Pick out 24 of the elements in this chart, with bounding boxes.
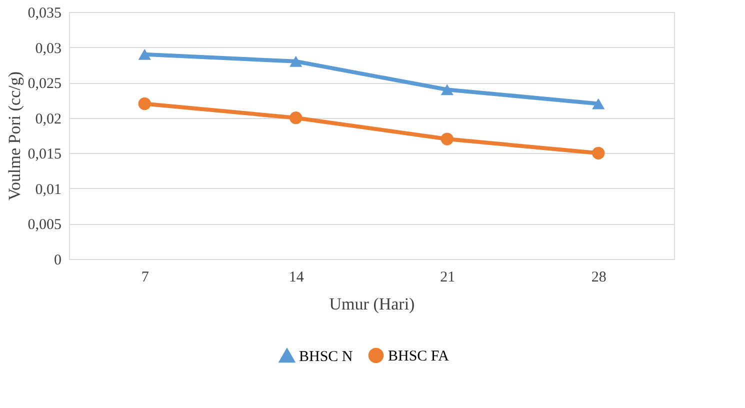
legend-label: BHSC FA [388, 348, 450, 364]
y-tick-label: 0,01 [35, 182, 62, 198]
point [592, 98, 605, 110]
point [290, 112, 302, 124]
point [592, 146, 605, 160]
y-tick-label: 0,03 [35, 40, 62, 57]
y-axis-title: Voulme Pori (cc/g) [4, 71, 24, 201]
legend-label: BHSC N [299, 348, 353, 365]
point [290, 56, 302, 67]
y-tick-label: 0,005 [28, 217, 62, 234]
x-axis-title: Umur (Hari) [329, 294, 415, 314]
point [440, 84, 454, 96]
point [138, 48, 151, 60]
y-tick-label: 0,025 [28, 76, 62, 92]
point [138, 97, 151, 110]
point [440, 132, 454, 146]
y-tick-label: 0,015 [28, 146, 62, 163]
y-tick-label: 0 [54, 252, 62, 268]
y-tick-label: 0,02 [35, 111, 62, 128]
x-tick-label: 28 [591, 270, 606, 286]
x-tick-label: 14 [288, 270, 304, 286]
x-tick-label: 7 [141, 270, 150, 286]
x-tick-label: 21 [440, 270, 456, 286]
y-tick-label: 0,035 [28, 6, 62, 22]
